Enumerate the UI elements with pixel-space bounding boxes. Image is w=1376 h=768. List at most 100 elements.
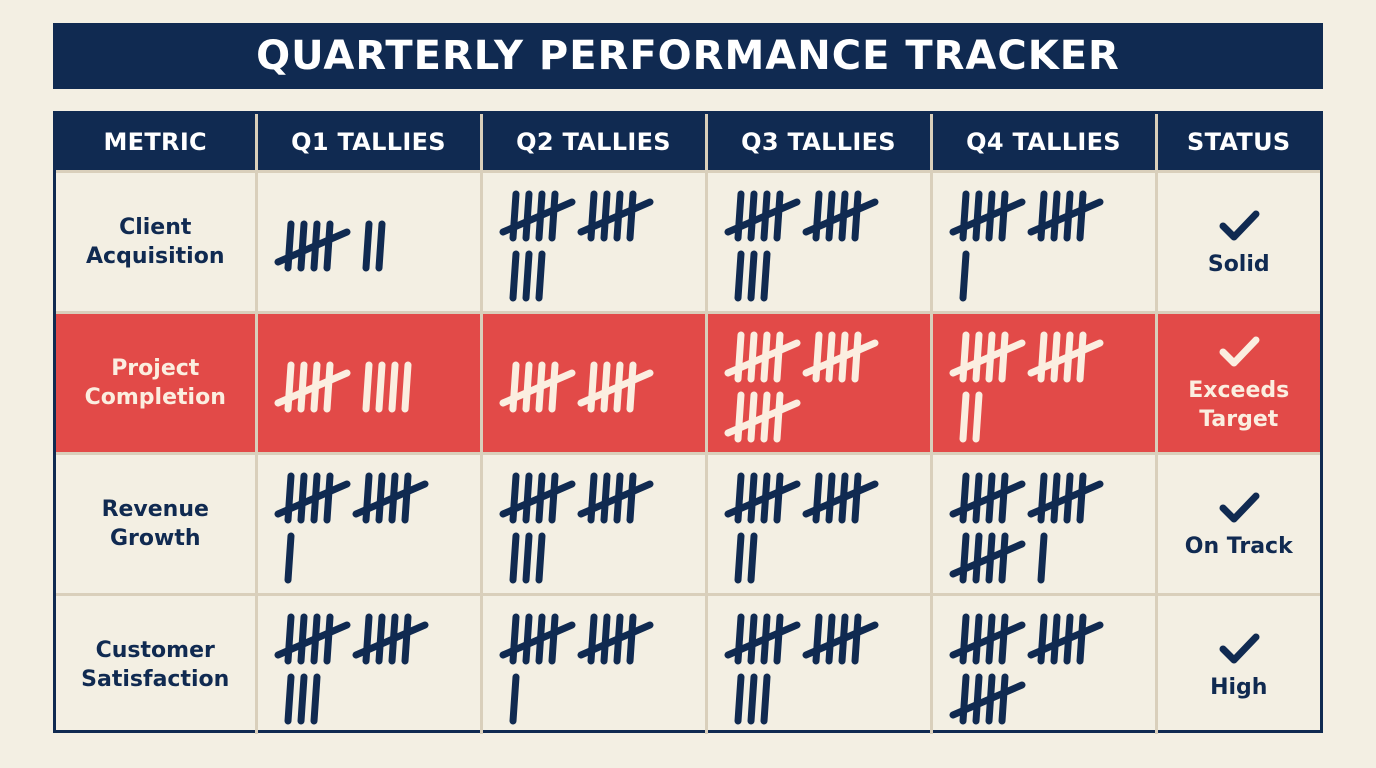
- tally-mark: [959, 472, 969, 524]
- tally-mark: [509, 613, 519, 665]
- status-cell: On Track: [1156, 452, 1320, 595]
- tally-mark: [401, 472, 411, 524]
- tally-strike: [499, 480, 575, 518]
- tally-marks: [949, 472, 1103, 584]
- tally-mark: [522, 250, 532, 302]
- tally-cell-q2: [481, 452, 708, 595]
- tally-mark: [972, 613, 982, 665]
- tally-mark: [773, 391, 783, 443]
- tally-mark: [362, 361, 372, 413]
- tally-strike: [802, 621, 878, 659]
- tally-strike: [724, 399, 800, 437]
- tally-mark: [998, 472, 1008, 524]
- tally-mark: [825, 331, 835, 383]
- tally-mark: [509, 472, 519, 524]
- tally-cell-q2: [481, 593, 708, 734]
- tally-marks: [274, 472, 428, 584]
- tally-mark: [812, 190, 822, 242]
- tally-mark: [734, 472, 744, 524]
- tally-mark: [284, 220, 294, 272]
- tally-mark: [1050, 613, 1060, 665]
- tally-cell-q4: [931, 170, 1158, 313]
- tally-mark: [972, 673, 982, 725]
- tally-mark: [587, 190, 597, 242]
- tally-mark: [284, 613, 294, 665]
- tally-mark: [1037, 331, 1047, 383]
- table-row-project-completion: Project Completion Exceeds Target: [56, 311, 1320, 454]
- tally-marks: [499, 472, 653, 584]
- metric-label: Client Acquisition: [56, 170, 258, 313]
- performance-table: METRIC Q1 TALLIES Q2 TALLIES Q3 TALLIES …: [53, 111, 1323, 734]
- tally-strike: [724, 339, 800, 377]
- status-label: Solid: [1207, 251, 1270, 277]
- tally-mark: [548, 190, 558, 242]
- tally-strike: [1027, 621, 1103, 659]
- tally-mark: [323, 472, 333, 524]
- tally-mark: [773, 190, 783, 242]
- tally-mark: [1037, 472, 1047, 524]
- tally-mark: [362, 472, 372, 524]
- tally-mark: [1050, 331, 1060, 383]
- tally-mark: [522, 532, 532, 584]
- tally-mark: [734, 190, 744, 242]
- tally-mark: [284, 532, 294, 584]
- tally-cell-q4: [931, 593, 1158, 734]
- tally-marks: [499, 361, 653, 413]
- tally-mark: [1037, 190, 1047, 242]
- header-q1: Q1 TALLIES: [256, 114, 483, 172]
- tally-mark: [825, 190, 835, 242]
- tally-cell-q3: [706, 452, 933, 595]
- tally-mark: [972, 472, 982, 524]
- tally-strike: [949, 621, 1025, 659]
- tally-mark: [362, 613, 372, 665]
- tally-mark: [509, 532, 519, 584]
- tally-mark: [959, 250, 969, 302]
- tally-cell-q1: [256, 170, 483, 313]
- tally-mark: [600, 472, 610, 524]
- tally-mark: [747, 673, 757, 725]
- tally-cell-q4: [931, 311, 1158, 454]
- tally-mark: [747, 613, 757, 665]
- tally-mark: [323, 220, 333, 272]
- tally-mark: [734, 250, 744, 302]
- tally-cell-q1: [256, 593, 483, 734]
- tally-mark: [509, 673, 519, 725]
- tally-strike: [802, 198, 878, 236]
- tally-mark: [587, 472, 597, 524]
- tally-mark: [297, 673, 307, 725]
- tally-mark: [747, 190, 757, 242]
- tally-mark: [773, 613, 783, 665]
- tally-mark: [297, 472, 307, 524]
- tally-strike: [274, 369, 350, 407]
- tally-mark: [747, 532, 757, 584]
- tally-marks: [274, 613, 428, 725]
- check-icon: [1219, 633, 1260, 663]
- tally-mark: [600, 190, 610, 242]
- tally-mark: [522, 190, 532, 242]
- tally-mark: [959, 190, 969, 242]
- check-icon: [1219, 210, 1260, 240]
- tally-strike: [499, 621, 575, 659]
- tally-mark: [998, 331, 1008, 383]
- tally-mark: [284, 361, 294, 413]
- tally-mark: [825, 613, 835, 665]
- tally-mark: [522, 361, 532, 413]
- status-label: Exceeds Target: [1188, 378, 1290, 432]
- tally-mark: [323, 361, 333, 413]
- tally-mark: [972, 331, 982, 383]
- tally-marks: [274, 220, 385, 272]
- tally-marks: [949, 331, 1103, 443]
- tally-cell-q2: [481, 170, 708, 313]
- tally-mark: [522, 472, 532, 524]
- tally-mark: [626, 613, 636, 665]
- tally-strike: [274, 480, 350, 518]
- tally-mark: [998, 613, 1008, 665]
- tally-marks: [499, 613, 653, 725]
- tally-mark: [310, 673, 320, 725]
- tally-mark: [998, 673, 1008, 725]
- tally-mark: [509, 190, 519, 242]
- header-row: METRIC Q1 TALLIES Q2 TALLIES Q3 TALLIES …: [56, 114, 1320, 172]
- tally-mark: [773, 472, 783, 524]
- tally-mark: [959, 331, 969, 383]
- status-label: High: [1210, 674, 1268, 700]
